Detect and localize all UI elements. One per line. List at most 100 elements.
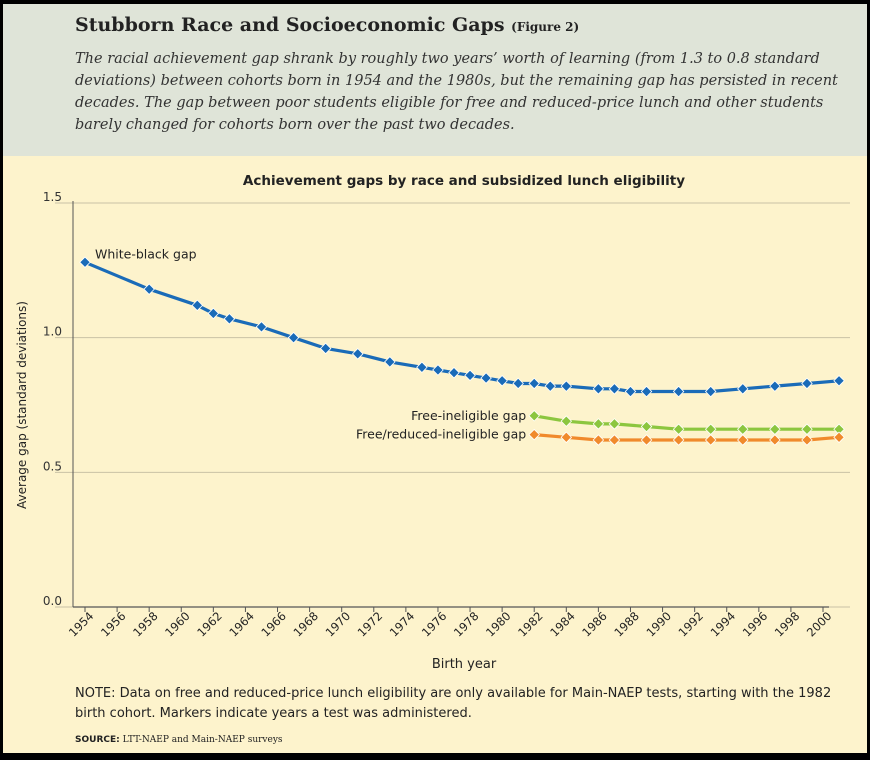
source-text: LTT-NAEP and Main-NAEP surveys	[122, 735, 283, 745]
series-3-marker	[640, 434, 653, 446]
series-2-marker	[608, 418, 621, 430]
frame-right	[867, 0, 870, 760]
series-1-marker	[528, 377, 540, 390]
chart: Achievement gaps by race and subsidized …	[15, 173, 850, 672]
series-1-marker	[769, 380, 781, 392]
series-1-marker	[624, 385, 637, 398]
frame-left	[0, 0, 3, 760]
series-3-marker	[672, 434, 685, 446]
series-1-marker	[640, 385, 653, 398]
series-1-marker	[255, 321, 268, 333]
x-axis-label: Birth year	[432, 657, 497, 672]
x-tick-label: 1986	[579, 609, 610, 640]
x-tick-label: 1958	[130, 609, 161, 640]
figure-title-text: Stubborn Race and Socioeconomic Gaps	[75, 14, 505, 36]
series-3-marker	[560, 431, 573, 444]
series-2-marker	[640, 420, 653, 433]
series-1-marker	[319, 342, 332, 355]
x-tick-label: 1990	[643, 609, 674, 640]
x-tick-label: 1974	[387, 609, 418, 640]
series-line-1	[84, 260, 840, 394]
series-2-marker	[769, 423, 781, 436]
x-tick-label: 2000	[804, 609, 835, 640]
series-line-2	[533, 414, 839, 431]
series-3-marker	[592, 434, 605, 446]
y-tick-label: 0.0	[43, 594, 62, 608]
figure-tag: (Figure 2)	[511, 20, 580, 34]
y-tick-label: 1.5	[43, 190, 62, 204]
x-tick-label: 1992	[676, 609, 707, 640]
series-1-marker	[223, 313, 236, 325]
y-tick-label: 0.5	[43, 459, 62, 473]
series-label-free-reduced-ineligible: Free/reduced-ineligible gap	[356, 427, 526, 442]
series-1-marker	[432, 364, 444, 376]
series-2-marker	[528, 410, 540, 422]
figure-subtitle: The racial achievement gap shrank by rou…	[75, 51, 838, 133]
series-1-marker	[496, 374, 508, 387]
series-1-marker	[737, 383, 749, 395]
series-3-marker	[801, 434, 813, 446]
series-label-free-ineligible: Free-ineligible gap	[411, 408, 526, 423]
x-tick-label: 1960	[162, 609, 193, 640]
series-1-marker	[351, 348, 364, 360]
series-3-marker	[833, 431, 845, 444]
series-1-marker	[512, 377, 524, 390]
series-2-marker	[560, 415, 573, 427]
x-tick-label: 1966	[258, 609, 289, 640]
x-tick-label: 1972	[355, 609, 386, 640]
series-1-marker	[191, 299, 204, 312]
series-2-marker	[801, 423, 813, 436]
series-1-marker	[480, 372, 492, 384]
series-1-marker	[287, 331, 300, 344]
series-1-marker	[143, 283, 155, 295]
x-tick-label: 1956	[98, 609, 129, 640]
x-tick-label: 1968	[290, 609, 321, 640]
chart-title: Achievement gaps by race and subsidized …	[243, 173, 685, 189]
series-3-marker	[704, 434, 717, 446]
series-3-marker	[528, 428, 540, 441]
x-tick-label: 1962	[194, 609, 225, 640]
series-3-marker	[769, 434, 781, 446]
x-tick-label: 1980	[483, 609, 514, 640]
series-1-marker	[416, 361, 428, 374]
frame-bottom	[0, 753, 870, 760]
x-tick-label: 1970	[323, 609, 354, 640]
series-3-marker	[608, 434, 621, 446]
series-1-marker	[801, 377, 813, 390]
series-1-marker	[672, 385, 685, 398]
x-tick-label: 1996	[740, 609, 771, 640]
x-tick-label: 1988	[611, 609, 642, 640]
series-2-marker	[737, 423, 749, 436]
series-2-marker	[592, 418, 605, 430]
series-1-marker	[608, 383, 621, 395]
series-1-marker	[79, 256, 91, 269]
series-1-marker	[207, 307, 220, 320]
x-tick-label: 1964	[226, 609, 257, 640]
series-1-marker	[544, 380, 557, 392]
x-tick-label: 1978	[451, 609, 482, 640]
series-1-marker	[384, 356, 396, 368]
x-tick-label: 1982	[515, 609, 546, 640]
series-line-3	[534, 433, 840, 442]
figure-header: Stubborn Race and Socioeconomic Gaps (Fi…	[3, 4, 867, 156]
y-tick-label: 1.0	[43, 325, 62, 339]
series-1-marker	[592, 383, 605, 395]
series-2-marker	[704, 423, 717, 436]
series-2-marker	[672, 423, 685, 436]
series-1-marker	[448, 366, 460, 379]
series-1-marker	[560, 380, 573, 392]
chart-note: NOTE: Data on free and reduced-price lun…	[75, 686, 832, 721]
frame-top	[0, 0, 870, 4]
series-label-white-black: White-black gap	[95, 246, 197, 261]
x-tick-label: 1976	[419, 609, 450, 640]
source-label: SOURCE:	[75, 735, 120, 745]
series-3-marker	[737, 434, 749, 446]
x-tick-label: 1984	[547, 609, 578, 640]
x-tick-label: 1994	[708, 609, 739, 640]
series-1-marker	[833, 374, 845, 387]
series-1-marker	[704, 385, 717, 398]
figure-title: Stubborn Race and Socioeconomic Gaps (Fi…	[75, 14, 579, 36]
x-tick-label: 1954	[66, 609, 97, 640]
x-tick-label: 1998	[772, 609, 803, 640]
series-1-marker	[464, 369, 476, 382]
